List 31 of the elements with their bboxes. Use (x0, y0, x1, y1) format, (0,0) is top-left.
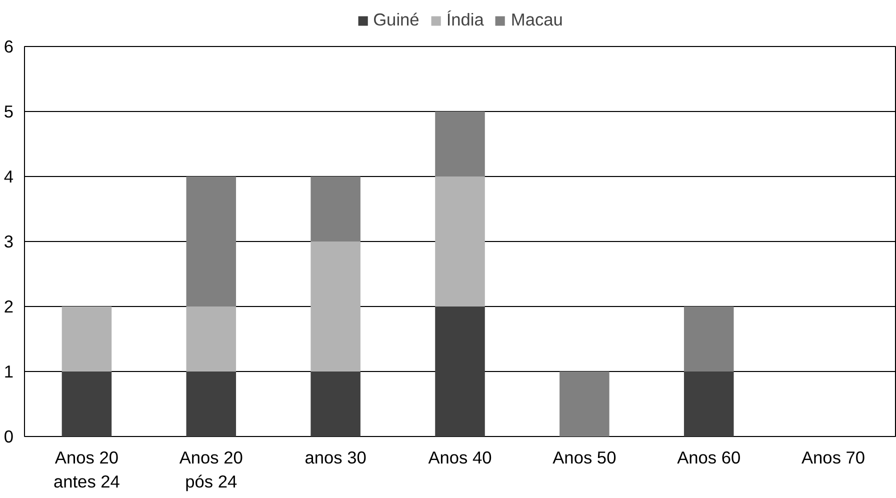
legend-label: Macau (510, 10, 563, 30)
bar (310, 372, 360, 436)
bar (435, 112, 485, 176)
bar (186, 372, 236, 436)
bar (62, 306, 112, 372)
y-tick-label: 0 (4, 426, 14, 446)
y-tick-label: 3 (4, 232, 14, 252)
x-tick-label: Anos 50 (552, 448, 616, 468)
x-tick-label: Anos 20 pós 24 (179, 448, 243, 492)
bar (684, 372, 734, 436)
x-tick-label: Anos 70 (801, 448, 866, 468)
x-tick-label: Anos 40 (428, 448, 492, 468)
bar (560, 372, 610, 436)
bar (62, 372, 112, 436)
legend-label: Guiné (373, 10, 420, 30)
bar (310, 242, 360, 372)
bar (435, 306, 485, 436)
bar (186, 306, 236, 372)
y-tick-label: 1 (4, 362, 14, 382)
legend-label: Índia (446, 10, 484, 30)
bar (186, 176, 236, 306)
bar (310, 176, 360, 242)
x-tick-label: Anos 60 (677, 448, 741, 468)
bar (435, 176, 485, 306)
y-tick-label: 6 (4, 36, 14, 56)
y-tick-label: 2 (4, 296, 14, 316)
bar (684, 306, 734, 372)
x-tick-label: Anos 20 antes 24 (53, 448, 120, 492)
x-tick-label: anos 30 (304, 448, 366, 468)
y-tick-label: 5 (4, 102, 14, 122)
y-tick-label: 4 (4, 166, 14, 186)
